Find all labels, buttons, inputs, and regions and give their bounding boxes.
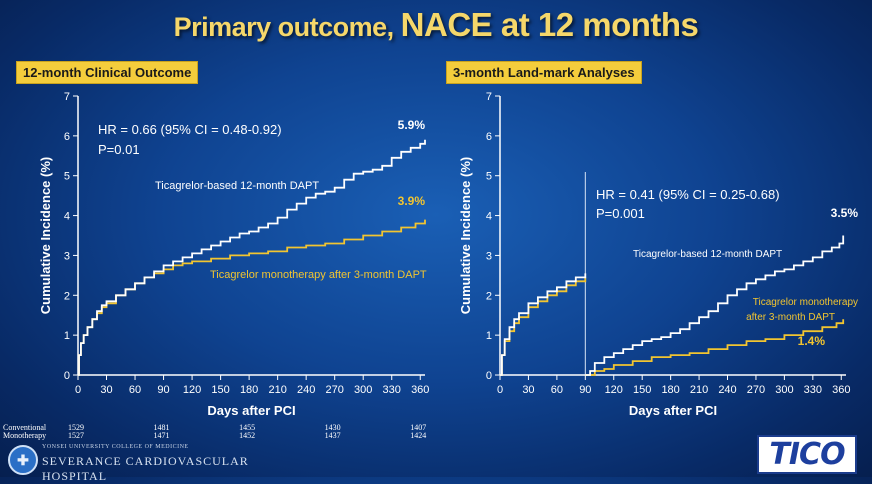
tico-logo-text: TICO (769, 436, 845, 472)
p-value-annotation: P=0.01 (98, 142, 140, 157)
x-tick-label: 210 (268, 384, 286, 396)
y-tick-label: 5 (486, 171, 492, 183)
risk-row-label: Conventional (3, 423, 47, 432)
y-tick-label: 7 (486, 91, 492, 103)
chart-left: 0 1 2 3 4 5 6 7 0 30 60 90 120 150 180 210 240 270 300 330 3… (38, 91, 429, 418)
x-tick-label: 180 (240, 384, 258, 396)
y-axis-label: Cumulative Incidence (%) (38, 157, 53, 314)
end-value-label: 3.9% (398, 194, 426, 208)
y-tick-label: 1 (486, 330, 492, 342)
risk-value: 1424 (410, 431, 427, 440)
x-tick-label: 300 (354, 384, 372, 396)
x-tick-label: 360 (411, 384, 429, 396)
x-axis-label: Days after PCI (629, 403, 717, 418)
y-tick-label: 3 (486, 250, 492, 262)
x-tick-label: 150 (211, 384, 229, 396)
end-value-label: 5.9% (398, 118, 426, 132)
hr-annotation: HR = 0.66 (95% CI = 0.48-0.92) (98, 122, 282, 137)
risk-value: 1407 (410, 423, 427, 432)
y-tick-label: 4 (64, 211, 70, 223)
x-tick-label: 60 (551, 384, 563, 396)
series-label: Ticagrelor-based 12-month DAPT (633, 249, 782, 260)
hospital-name: SEVERANCE CARDIOVASCULAR HOSPITAL (42, 454, 249, 483)
risk-value: 1437 (324, 431, 341, 440)
y-tick-label: 4 (486, 211, 492, 223)
risk-value: 1430 (324, 423, 341, 432)
x-tick-label: 330 (804, 384, 822, 396)
monotherapy-line-seg0 (500, 277, 587, 376)
hr-annotation: HR = 0.41 (95% CI = 0.25-0.68) (596, 187, 780, 202)
slide-title: Primary outcome, NACE at 12 months (0, 6, 872, 44)
x-tick-label: 240 (297, 384, 315, 396)
x-tick-label: 240 (718, 384, 736, 396)
y-tick-label: 0 (486, 370, 492, 382)
x-tick-label: 60 (129, 384, 141, 396)
y-tick-label: 7 (64, 91, 70, 103)
series-label-line2: after 3-month DAPT (746, 312, 835, 323)
title-part1: Primary outcome, (173, 12, 401, 42)
x-tick-label: 120 (183, 384, 201, 396)
y-tick-label: 6 (64, 131, 70, 143)
right-panel-label: 3-month Land-mark Analyses (446, 61, 642, 84)
monotherapy-line-seg1 (585, 319, 845, 376)
y-tick-label: 2 (486, 290, 492, 302)
x-tick-label: 150 (633, 384, 651, 396)
x-tick-label: 270 (747, 384, 765, 396)
risk-value: 1455 (239, 423, 256, 432)
title-part2: NACE at 12 months (400, 6, 699, 43)
x-tick-label: 300 (775, 384, 793, 396)
hospital-emblem-icon: ✚ (8, 445, 38, 475)
risk-row-label: Monotherapy (3, 431, 47, 440)
series-label-line1: Ticagrelor monotherapy (753, 297, 858, 308)
p-value-annotation: P=0.001 (596, 206, 645, 221)
y-tick-label: 0 (64, 370, 70, 382)
risk-value: 1471 (153, 431, 170, 440)
y-tick-label: 2 (64, 290, 70, 302)
series-label: Ticagrelor monotherapy after 3-month DAP… (210, 269, 427, 281)
y-tick-label: 6 (486, 131, 492, 143)
x-tick-label: 360 (832, 384, 850, 396)
university-name: YONSEI UNIVERSITY COLLEGE OF MEDICINE (42, 444, 189, 450)
series-label: Ticagrelor-based 12-month DAPT (155, 180, 319, 192)
end-value-label: 1.4% (798, 334, 826, 348)
dapt-line (78, 139, 426, 376)
risk-value: 1481 (153, 423, 170, 432)
x-tick-label: 180 (661, 384, 679, 396)
risk-value: 1527 (68, 431, 84, 440)
dapt-line-seg0 (500, 273, 587, 376)
x-tick-label: 90 (579, 384, 591, 396)
x-tick-label: 120 (605, 384, 623, 396)
hospital-footer: ✚ YONSEI UNIVERSITY COLLEGE OF MEDICINE … (4, 443, 304, 483)
x-tick-label: 30 (522, 384, 534, 396)
left-panel-label: 12-month Clinical Outcome (16, 61, 199, 84)
x-axis-label: Days after PCI (207, 403, 295, 418)
y-tick-label: 5 (64, 171, 70, 183)
risk-value: 1452 (239, 431, 256, 440)
x-tick-label: 210 (690, 384, 708, 396)
x-tick-label: 0 (75, 384, 81, 396)
end-value-label: 3.5% (831, 206, 859, 220)
y-tick-label: 1 (64, 330, 70, 342)
monotherapy-line (78, 219, 426, 376)
x-tick-label: 30 (100, 384, 112, 396)
risk-value: 1529 (68, 423, 84, 432)
x-tick-label: 0 (497, 384, 503, 396)
x-tick-label: 90 (157, 384, 169, 396)
x-tick-label: 330 (383, 384, 401, 396)
x-tick-label: 270 (326, 384, 344, 396)
y-axis-label: Cumulative Incidence (%) (458, 157, 473, 314)
chart-right: 0 1 2 3 4 5 6 7 0 30 60 90 120 150 180 210 240 270 300 330 3… (458, 91, 858, 418)
risk-table: Conventional 1529 1481 1455 1430 1407 Monother… (0, 423, 440, 447)
dapt-line-seg1 (585, 235, 845, 376)
y-tick-label: 3 (64, 250, 70, 262)
tico-logo: TICO (757, 435, 857, 474)
